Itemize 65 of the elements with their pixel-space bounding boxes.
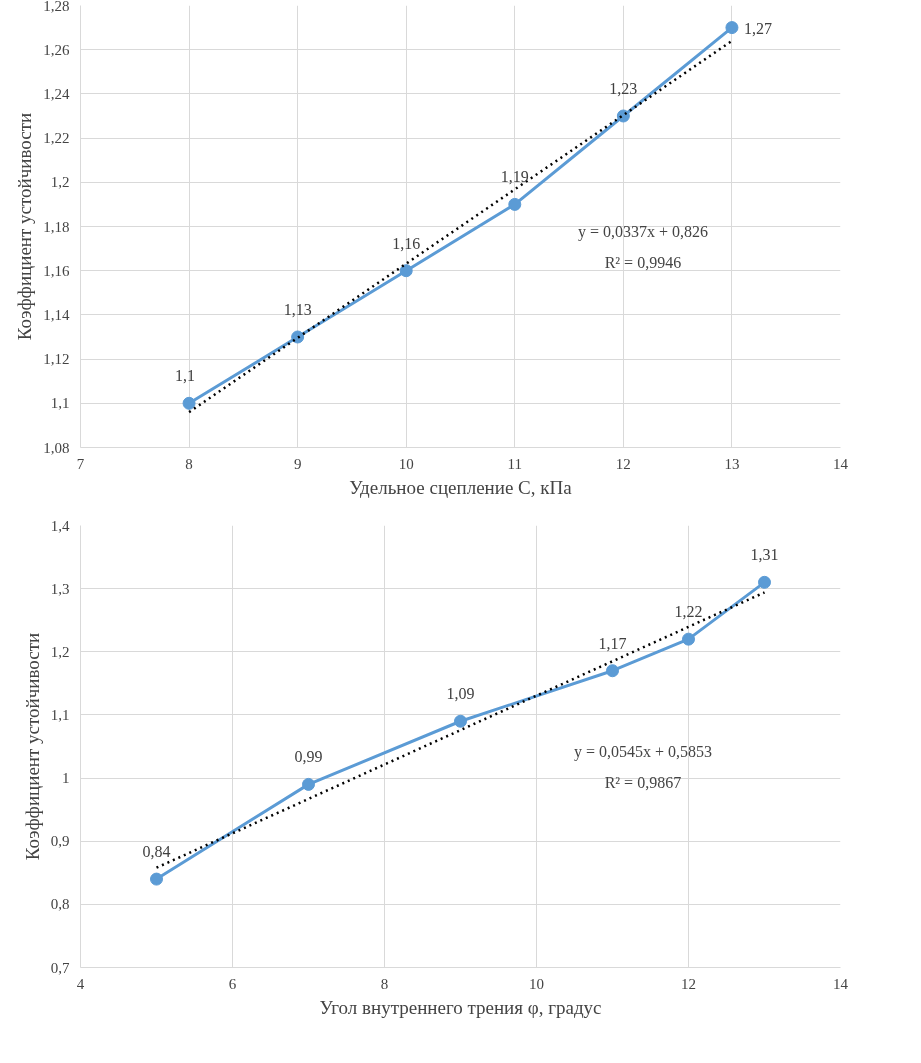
y-tick-label: 1,4 [50, 517, 70, 534]
y-tick-label: 1,08 [43, 439, 70, 456]
x-tick-label: 11 [507, 455, 523, 472]
x-tick-label: 12 [615, 455, 631, 472]
annotation: R² = 0,9867 [604, 773, 682, 791]
y-axis-title: Коэффициент устойчивости [21, 632, 43, 861]
x-tick-label: 12 [681, 975, 696, 992]
x-tick-label: 9 [293, 455, 302, 472]
x-tick-label: 4 [76, 975, 85, 992]
data-label: 1,16 [392, 234, 421, 252]
data-label: 1,22 [674, 603, 703, 621]
data-label: 1,09 [446, 685, 475, 703]
data-label: 1,13 [283, 301, 312, 318]
y-tick-label: 1,24 [43, 85, 70, 102]
annotation: y = 0,0545x + 0,5853 [573, 742, 712, 761]
y-tick-label: 0,8 [50, 896, 70, 913]
y-tick-label: 1,2 [50, 174, 70, 191]
x-tick-label: 10 [398, 455, 414, 472]
point [302, 777, 315, 791]
y-tick-label: 1,14 [43, 306, 70, 323]
y-tick-label: 0,9 [50, 833, 70, 850]
x-tick-label: 8 [185, 455, 193, 472]
point [682, 632, 695, 646]
point [725, 21, 739, 35]
x-tick-label: 10 [529, 975, 544, 992]
data-label: 1,31 [750, 546, 779, 564]
x-axis-title: Угол внутреннего трения φ, градус [319, 996, 602, 1018]
point [399, 264, 413, 278]
y-tick-label: 1,1 [50, 706, 70, 723]
y-tick-label: 0,7 [50, 959, 70, 976]
x-tick-label: 14 [833, 975, 849, 992]
x-tick-label: 14 [833, 455, 849, 472]
point [454, 714, 467, 728]
y-tick-label: 1,3 [50, 580, 70, 597]
annotation: R² = 0,9946 [604, 253, 682, 271]
x-tick-label: 8 [380, 975, 389, 992]
x-tick-label: 7 [76, 455, 85, 472]
point [606, 664, 619, 678]
data-label: 1,1 [175, 367, 196, 385]
y-tick-label: 1,12 [43, 351, 70, 368]
y-tick-label: 1,2 [50, 643, 70, 660]
y-tick-label: 1,28 [43, 0, 70, 14]
y-tick-label: 1,16 [43, 262, 70, 279]
data-label: 1,23 [609, 80, 638, 97]
y-tick-label: 1 [62, 770, 70, 787]
data-label: 1,19 [500, 168, 529, 186]
y-tick-label: 1,26 [43, 41, 70, 58]
data-label: 1,27 [743, 19, 772, 37]
point [616, 109, 630, 123]
y-tick-label: 1,18 [43, 218, 70, 235]
data-label: 0,84 [142, 843, 171, 861]
point [150, 872, 163, 886]
point [291, 330, 305, 344]
y-axis-title: Коэффициент устойчивости [14, 112, 36, 341]
annotation: y = 0,0337x + 0,826 [577, 222, 708, 241]
data-label: 0,99 [294, 748, 323, 766]
data-label: 1,17 [598, 634, 627, 652]
x-tick-label: 6 [228, 975, 237, 992]
point [182, 396, 196, 410]
y-tick-label: 1,22 [43, 130, 70, 147]
y-tick-label: 1,1 [50, 395, 70, 412]
point [508, 197, 522, 211]
x-tick-label: 13 [724, 455, 740, 472]
x-axis-title: Удельное сцепление С, кПа [349, 476, 573, 498]
point [758, 575, 771, 589]
